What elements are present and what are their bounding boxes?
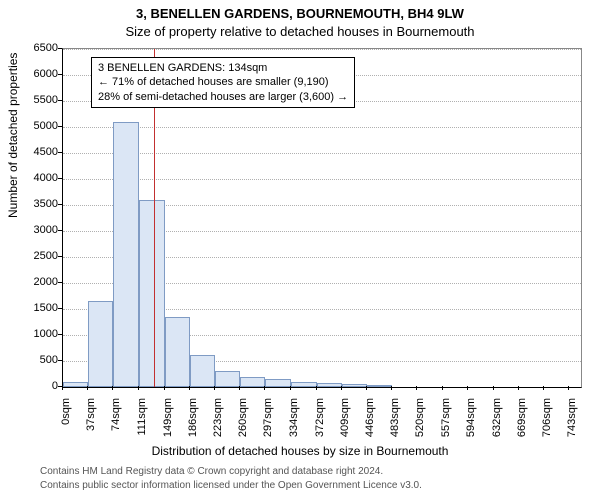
xtick-mark xyxy=(416,386,417,390)
xtick-mark xyxy=(264,386,265,390)
xtick-label: 446sqm xyxy=(364,398,376,448)
xtick-mark xyxy=(568,386,569,390)
xtick-mark xyxy=(493,386,494,390)
ytick-mark xyxy=(58,126,62,127)
xtick-mark xyxy=(316,386,317,390)
ytick-label: 6500 xyxy=(0,42,58,54)
histogram-bar xyxy=(265,379,290,387)
xtick-label: 74sqm xyxy=(110,398,122,448)
ytick-mark xyxy=(58,360,62,361)
gridline xyxy=(63,127,581,128)
xtick-mark xyxy=(189,386,190,390)
ytick-label: 3000 xyxy=(0,224,58,236)
chart-title-line2: Size of property relative to detached ho… xyxy=(0,24,600,39)
xtick-mark xyxy=(543,386,544,390)
histogram-bar xyxy=(63,382,88,387)
xtick-mark xyxy=(112,386,113,390)
xtick-label: 111sqm xyxy=(136,398,148,448)
xtick-label: 520sqm xyxy=(414,398,426,448)
histogram-bar xyxy=(317,383,342,387)
ytick-mark xyxy=(58,152,62,153)
annotation-line1: 3 BENELLEN GARDENS: 134sqm xyxy=(98,61,348,75)
histogram-bar xyxy=(342,384,367,387)
xtick-label: 409sqm xyxy=(339,398,351,448)
xtick-mark xyxy=(518,386,519,390)
histogram-bar xyxy=(190,355,215,387)
xtick-mark xyxy=(164,386,165,390)
chart-title-line1: 3, BENELLEN GARDENS, BOURNEMOUTH, BH4 9L… xyxy=(0,6,600,21)
ytick-mark xyxy=(58,256,62,257)
xtick-mark xyxy=(87,386,88,390)
plot-area: 3 BENELLEN GARDENS: 134sqm ← 71% of deta… xyxy=(62,48,582,388)
ytick-label: 1500 xyxy=(0,302,58,314)
xtick-label: 669sqm xyxy=(516,398,528,448)
xtick-mark xyxy=(467,386,468,390)
xtick-label: 186sqm xyxy=(187,398,199,448)
xtick-mark xyxy=(138,386,139,390)
xtick-label: 706sqm xyxy=(541,398,553,448)
ytick-mark xyxy=(58,204,62,205)
histogram-bar xyxy=(291,382,317,387)
ytick-label: 0 xyxy=(0,380,58,392)
footer-line1: Contains HM Land Registry data © Crown c… xyxy=(40,466,383,477)
xtick-mark xyxy=(239,386,240,390)
histogram-bar xyxy=(139,200,165,387)
xtick-mark xyxy=(341,386,342,390)
xtick-mark xyxy=(366,386,367,390)
footer-line2: Contains public sector information licen… xyxy=(40,480,422,491)
xtick-label: 594sqm xyxy=(465,398,477,448)
annotation-line2: ← 71% of detached houses are smaller (9,… xyxy=(98,75,348,89)
ytick-mark xyxy=(58,100,62,101)
histogram-bar xyxy=(215,371,240,387)
xtick-mark xyxy=(214,386,215,390)
xtick-label: 223sqm xyxy=(212,398,224,448)
histogram-bar xyxy=(165,317,190,387)
ytick-mark xyxy=(58,230,62,231)
histogram-bar xyxy=(367,385,392,387)
xtick-label: 297sqm xyxy=(262,398,274,448)
ytick-label: 2000 xyxy=(0,276,58,288)
xtick-label: 483sqm xyxy=(389,398,401,448)
ytick-label: 4000 xyxy=(0,172,58,184)
ytick-mark xyxy=(58,74,62,75)
ytick-mark xyxy=(58,334,62,335)
xtick-label: 372sqm xyxy=(314,398,326,448)
ytick-label: 5500 xyxy=(0,94,58,106)
gridline xyxy=(63,49,581,50)
ytick-mark xyxy=(58,48,62,49)
ytick-mark xyxy=(58,282,62,283)
xtick-mark xyxy=(62,386,63,390)
xtick-label: 149sqm xyxy=(162,398,174,448)
xtick-label: 557sqm xyxy=(440,398,452,448)
ytick-label: 3500 xyxy=(0,198,58,210)
ytick-label: 1000 xyxy=(0,328,58,340)
ytick-label: 5000 xyxy=(0,120,58,132)
annotation-line3: 28% of semi-detached houses are larger (… xyxy=(98,90,348,104)
xtick-label: 743sqm xyxy=(566,398,578,448)
ytick-mark xyxy=(58,178,62,179)
ytick-label: 2500 xyxy=(0,250,58,262)
xtick-mark xyxy=(290,386,291,390)
histogram-bar xyxy=(240,377,265,387)
chart-container: 3, BENELLEN GARDENS, BOURNEMOUTH, BH4 9L… xyxy=(0,0,600,500)
xtick-label: 632sqm xyxy=(491,398,503,448)
xtick-label: 0sqm xyxy=(60,398,72,448)
xtick-label: 260sqm xyxy=(237,398,249,448)
histogram-bar xyxy=(88,301,113,387)
ytick-label: 6000 xyxy=(0,68,58,80)
xtick-label: 334sqm xyxy=(288,398,300,448)
xtick-label: 37sqm xyxy=(85,398,97,448)
gridline xyxy=(63,179,581,180)
ytick-label: 4500 xyxy=(0,146,58,158)
xtick-mark xyxy=(442,386,443,390)
ytick-mark xyxy=(58,308,62,309)
ytick-label: 500 xyxy=(0,354,58,366)
gridline xyxy=(63,153,581,154)
histogram-bar xyxy=(113,122,138,387)
xtick-mark xyxy=(391,386,392,390)
annotation-box: 3 BENELLEN GARDENS: 134sqm ← 71% of deta… xyxy=(91,57,355,108)
